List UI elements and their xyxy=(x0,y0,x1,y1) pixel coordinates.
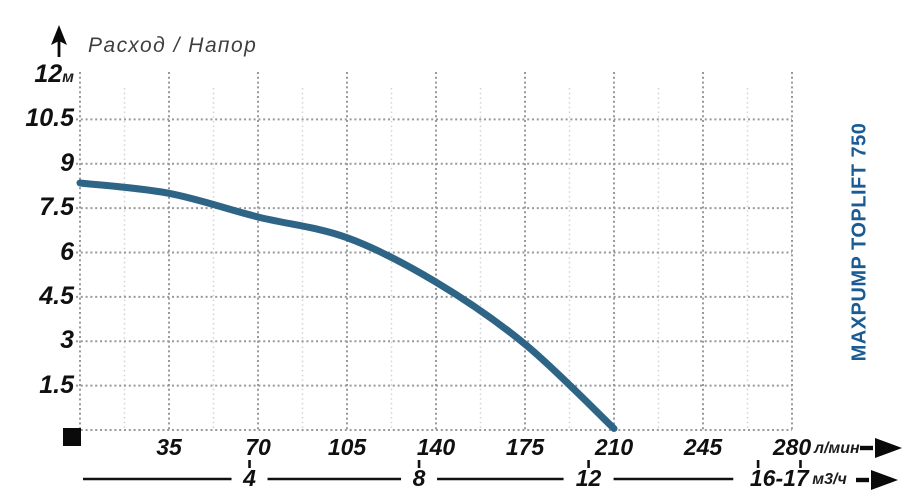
y-axis-arrow-icon xyxy=(51,25,67,57)
x-tick-label: 140 xyxy=(416,434,456,460)
x-tick-label: 210 xyxy=(594,434,634,460)
y-tick-label: 1.5 xyxy=(39,370,74,399)
pump-curve xyxy=(76,179,618,433)
y-tick-label: 10.5 xyxy=(25,104,74,133)
y-tick-label: 3 xyxy=(60,326,74,355)
x-axis-unit: л/мин xyxy=(814,440,860,457)
x2-axis-unit: м3/ч xyxy=(812,471,847,488)
x2-tick-label: 8 xyxy=(412,465,426,491)
y-tick-label: 9 xyxy=(60,148,74,177)
x2-tick-label: 12 xyxy=(575,465,602,491)
y-tick-label: 7.5 xyxy=(39,193,74,222)
chart-title: Расход / Напор xyxy=(88,34,258,57)
x-axis-arrow-icon xyxy=(860,438,902,458)
origin-marker xyxy=(63,428,81,446)
x-tick-label: 70 xyxy=(245,434,271,460)
x-tick-label: 175 xyxy=(505,434,545,460)
x-tick-label: 280 xyxy=(772,434,812,460)
y-tick-label: 12м xyxy=(34,60,74,88)
y-tick-label: 6 xyxy=(60,237,74,266)
x2-tick-label: 16-17 xyxy=(749,465,809,491)
y-axis-unit: м xyxy=(62,69,74,86)
x-tick-label: 245 xyxy=(683,434,723,460)
brand-label: MAXPUMP TOPLIFT 750 xyxy=(848,122,871,362)
x2-tick-label: 4 xyxy=(243,465,256,491)
x-tick-label: 35 xyxy=(156,434,182,460)
x-tick-label: 105 xyxy=(327,434,367,460)
x2-axis-arrow-icon xyxy=(856,470,898,490)
y-tick-label: 4.5 xyxy=(39,281,74,310)
